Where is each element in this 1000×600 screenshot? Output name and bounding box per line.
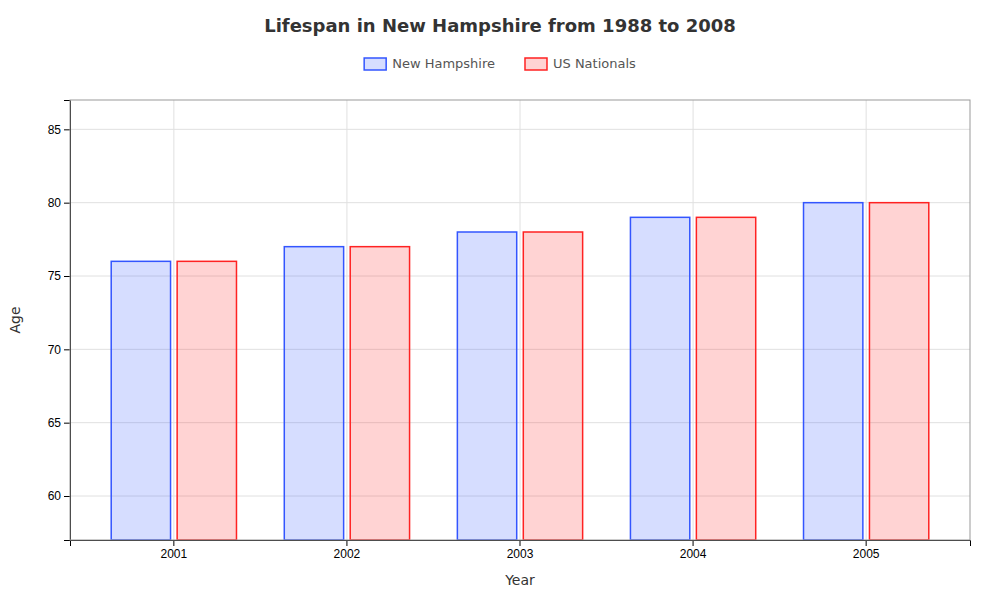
bar xyxy=(111,261,170,540)
grid-line-x xyxy=(173,100,174,540)
bar xyxy=(350,247,409,540)
bar xyxy=(869,203,928,540)
y-tick-label: 65 xyxy=(48,416,62,430)
legend-item: New Hampshire xyxy=(364,56,495,71)
y-tick-mark xyxy=(64,496,70,497)
grid-line-x xyxy=(693,100,694,540)
grid-line-x xyxy=(866,100,867,540)
legend-swatch xyxy=(364,58,386,70)
x-tick-label: 2003 xyxy=(507,547,534,561)
y-tick-label: 60 xyxy=(48,489,62,503)
x-tick-mark xyxy=(173,540,174,546)
x-tick-mark xyxy=(520,540,521,546)
y-tick-mark xyxy=(64,276,70,277)
grid-line-x xyxy=(520,100,521,540)
y-tick-label: 70 xyxy=(48,343,62,357)
y-tick: 75 xyxy=(48,269,70,283)
y-tick: 80 xyxy=(48,196,70,210)
x-tick: 2001 xyxy=(160,540,187,561)
x-axis: 2001 2002 2003 2004 2005 xyxy=(71,540,971,561)
bar xyxy=(523,232,582,540)
legend: New Hampshire US Nationals xyxy=(364,56,636,71)
y-tick-label: 75 xyxy=(48,269,62,283)
chart: 2001 2002 2003 2004 2005 60 65 70 75 80 85 Year Age L… xyxy=(0,0,1000,600)
bar xyxy=(177,261,236,540)
x-tick-label: 2002 xyxy=(334,547,361,561)
x-tick-label: 2001 xyxy=(160,547,187,561)
bar xyxy=(630,217,689,540)
bar xyxy=(457,232,516,540)
x-tick-mark xyxy=(346,540,347,546)
x-tick-mark xyxy=(693,540,694,546)
plot-frame xyxy=(70,100,970,540)
bars xyxy=(111,203,929,540)
title: Lifespan in New Hampshire from 1988 to 2… xyxy=(264,15,736,36)
bar xyxy=(804,203,863,540)
y-tick: 65 xyxy=(48,416,70,430)
y-tick: 70 xyxy=(48,343,70,357)
y-axis-title: Age xyxy=(7,306,23,333)
x-tick-label: 2004 xyxy=(680,547,707,561)
plot-area: 2001 2002 2003 2004 2005 60 65 70 75 80 85 xyxy=(48,100,971,561)
bar xyxy=(284,247,343,540)
grid-line-x xyxy=(346,100,347,540)
legend-label: New Hampshire xyxy=(392,56,495,71)
x-tick-mark xyxy=(866,540,867,546)
grid xyxy=(70,100,970,540)
legend-swatch xyxy=(525,58,547,70)
legend-label: US Nationals xyxy=(553,56,636,71)
x-axis-line xyxy=(71,541,971,547)
x-tick-label: 2005 xyxy=(853,547,880,561)
x-tick: 2002 xyxy=(334,540,361,561)
y-tick-label: 80 xyxy=(48,196,62,210)
legend-item: US Nationals xyxy=(525,56,636,71)
y-tick: 85 xyxy=(48,123,70,137)
y-tick-mark xyxy=(64,203,70,204)
y-tick: 60 xyxy=(48,489,70,503)
y-axis: 60 65 70 75 80 85 xyxy=(48,101,71,541)
x-axis-title: Year xyxy=(504,572,535,588)
y-tick-label: 85 xyxy=(48,123,62,137)
x-tick: 2005 xyxy=(853,540,880,561)
x-tick: 2003 xyxy=(507,540,534,561)
y-tick-mark xyxy=(64,349,70,350)
y-tick-mark xyxy=(64,423,70,424)
bar xyxy=(696,217,755,540)
y-tick-mark xyxy=(64,129,70,130)
x-tick: 2004 xyxy=(680,540,707,561)
